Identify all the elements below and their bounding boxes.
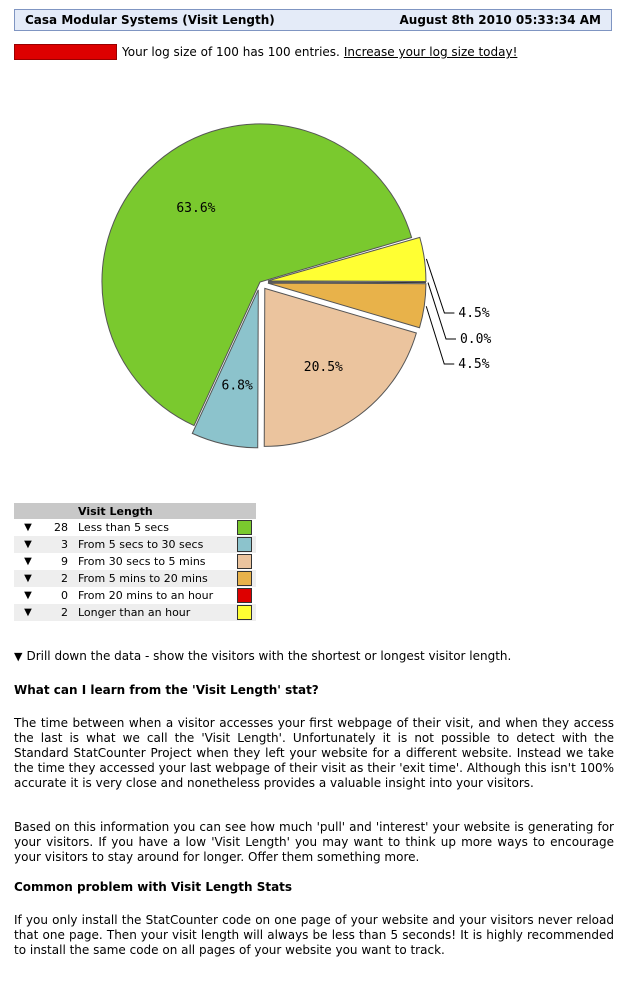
problem-heading: Common problem with Visit Length Stats [14, 880, 293, 894]
drill-down-icon[interactable]: ▼ [24, 522, 32, 533]
table-row: ▼ 2 From 5 mins to 20 mins [14, 570, 256, 587]
pie-leader-line [425, 306, 455, 365]
row-count: 2 [42, 604, 78, 621]
log-size-text: Your log size of 100 has 100 entries. [122, 45, 340, 59]
row-label: From 30 secs to 5 mins [78, 555, 206, 568]
row-label: From 5 secs to 30 secs [78, 536, 232, 553]
pie-slice-label: 4.5% [458, 306, 489, 321]
drill-down-icon: ▼ [14, 650, 23, 663]
table-row: ▼ 9 From 30 secs to 5 mins [14, 553, 256, 570]
pie-leader-line [427, 282, 456, 340]
log-size-bar: Your log size of 100 has 100 entries. In… [14, 44, 517, 60]
color-swatch [236, 537, 252, 552]
pie-slice [101, 123, 413, 427]
table-header-visit-length: Visit Length [78, 503, 232, 519]
pie-slice-label: 63.6% [176, 201, 215, 216]
stats-header-bar: Casa Modular Systems (Visit Length) Augu… [14, 9, 612, 31]
drill-down-icon[interactable]: ▼ [24, 539, 32, 550]
drill-down-link[interactable]: ▼ Drill down the data - show the visitors… [14, 649, 511, 663]
pie-slice [267, 236, 427, 282]
table-row: ▼ 2 Longer than an hour [14, 604, 256, 621]
pie-slice-label: 6.8% [222, 378, 253, 393]
pie-slice [191, 289, 259, 449]
pie-slice-label: 4.5% [458, 357, 489, 372]
pie-slice-label: 0.0% [460, 332, 491, 347]
pie-slice [263, 287, 417, 447]
color-swatch [236, 588, 252, 603]
table-row: ▼ 28 Less than 5 secs [14, 519, 256, 536]
row-count: 0 [61, 589, 68, 602]
drill-down-text: Drill down the data - show the visitors … [26, 649, 512, 663]
learn-heading: What can I learn from the 'Visit Length'… [14, 683, 319, 697]
color-swatch [236, 571, 252, 586]
color-swatch [236, 605, 252, 620]
header-datetime: August 8th 2010 05:33:34 AM [399, 13, 601, 27]
drill-down-icon[interactable]: ▼ [24, 556, 32, 567]
color-swatch [236, 554, 252, 569]
drill-down-icon[interactable]: ▼ [24, 590, 32, 601]
row-count: 9 [61, 555, 68, 568]
table-row: ▼ 3 From 5 secs to 30 secs [14, 536, 256, 553]
row-label: Less than 5 secs [78, 521, 169, 534]
pie-slice [267, 282, 427, 329]
row-count: 3 [42, 536, 78, 553]
visit-length-pie-chart: 4.5% 0.0% 4.5% 20.5% 6.8% 63.6% [101, 123, 491, 449]
row-label: From 20 mins to an hour [78, 589, 214, 602]
visit-length-table: Visit Length ▼ 28 Less than 5 secs ▼ 3 F… [14, 503, 256, 621]
log-fill-indicator [14, 44, 117, 60]
learn-paragraph-1: The time between when a visitor accesses… [14, 716, 614, 790]
row-label: Longer than an hour [78, 604, 232, 621]
increase-log-link[interactable]: Increase your log size today! [343, 45, 518, 59]
problem-paragraph: If you only install the StatCounter code… [14, 913, 614, 957]
pie-slice-label: 20.5% [304, 360, 343, 375]
color-swatch [236, 520, 252, 535]
row-count: 2 [42, 570, 78, 587]
drill-down-icon[interactable]: ▼ [24, 573, 32, 584]
learn-paragraph-2: Based on this information you can see ho… [14, 820, 614, 864]
row-count: 28 [54, 521, 68, 534]
drill-down-icon[interactable]: ▼ [24, 607, 32, 618]
row-label: From 5 mins to 20 mins [78, 570, 232, 587]
pie-slice [267, 281, 427, 284]
table-row: ▼ 0 From 20 mins to an hour [14, 587, 256, 604]
page-title: Casa Modular Systems (Visit Length) [25, 13, 275, 27]
pie-leader-line [425, 258, 455, 314]
